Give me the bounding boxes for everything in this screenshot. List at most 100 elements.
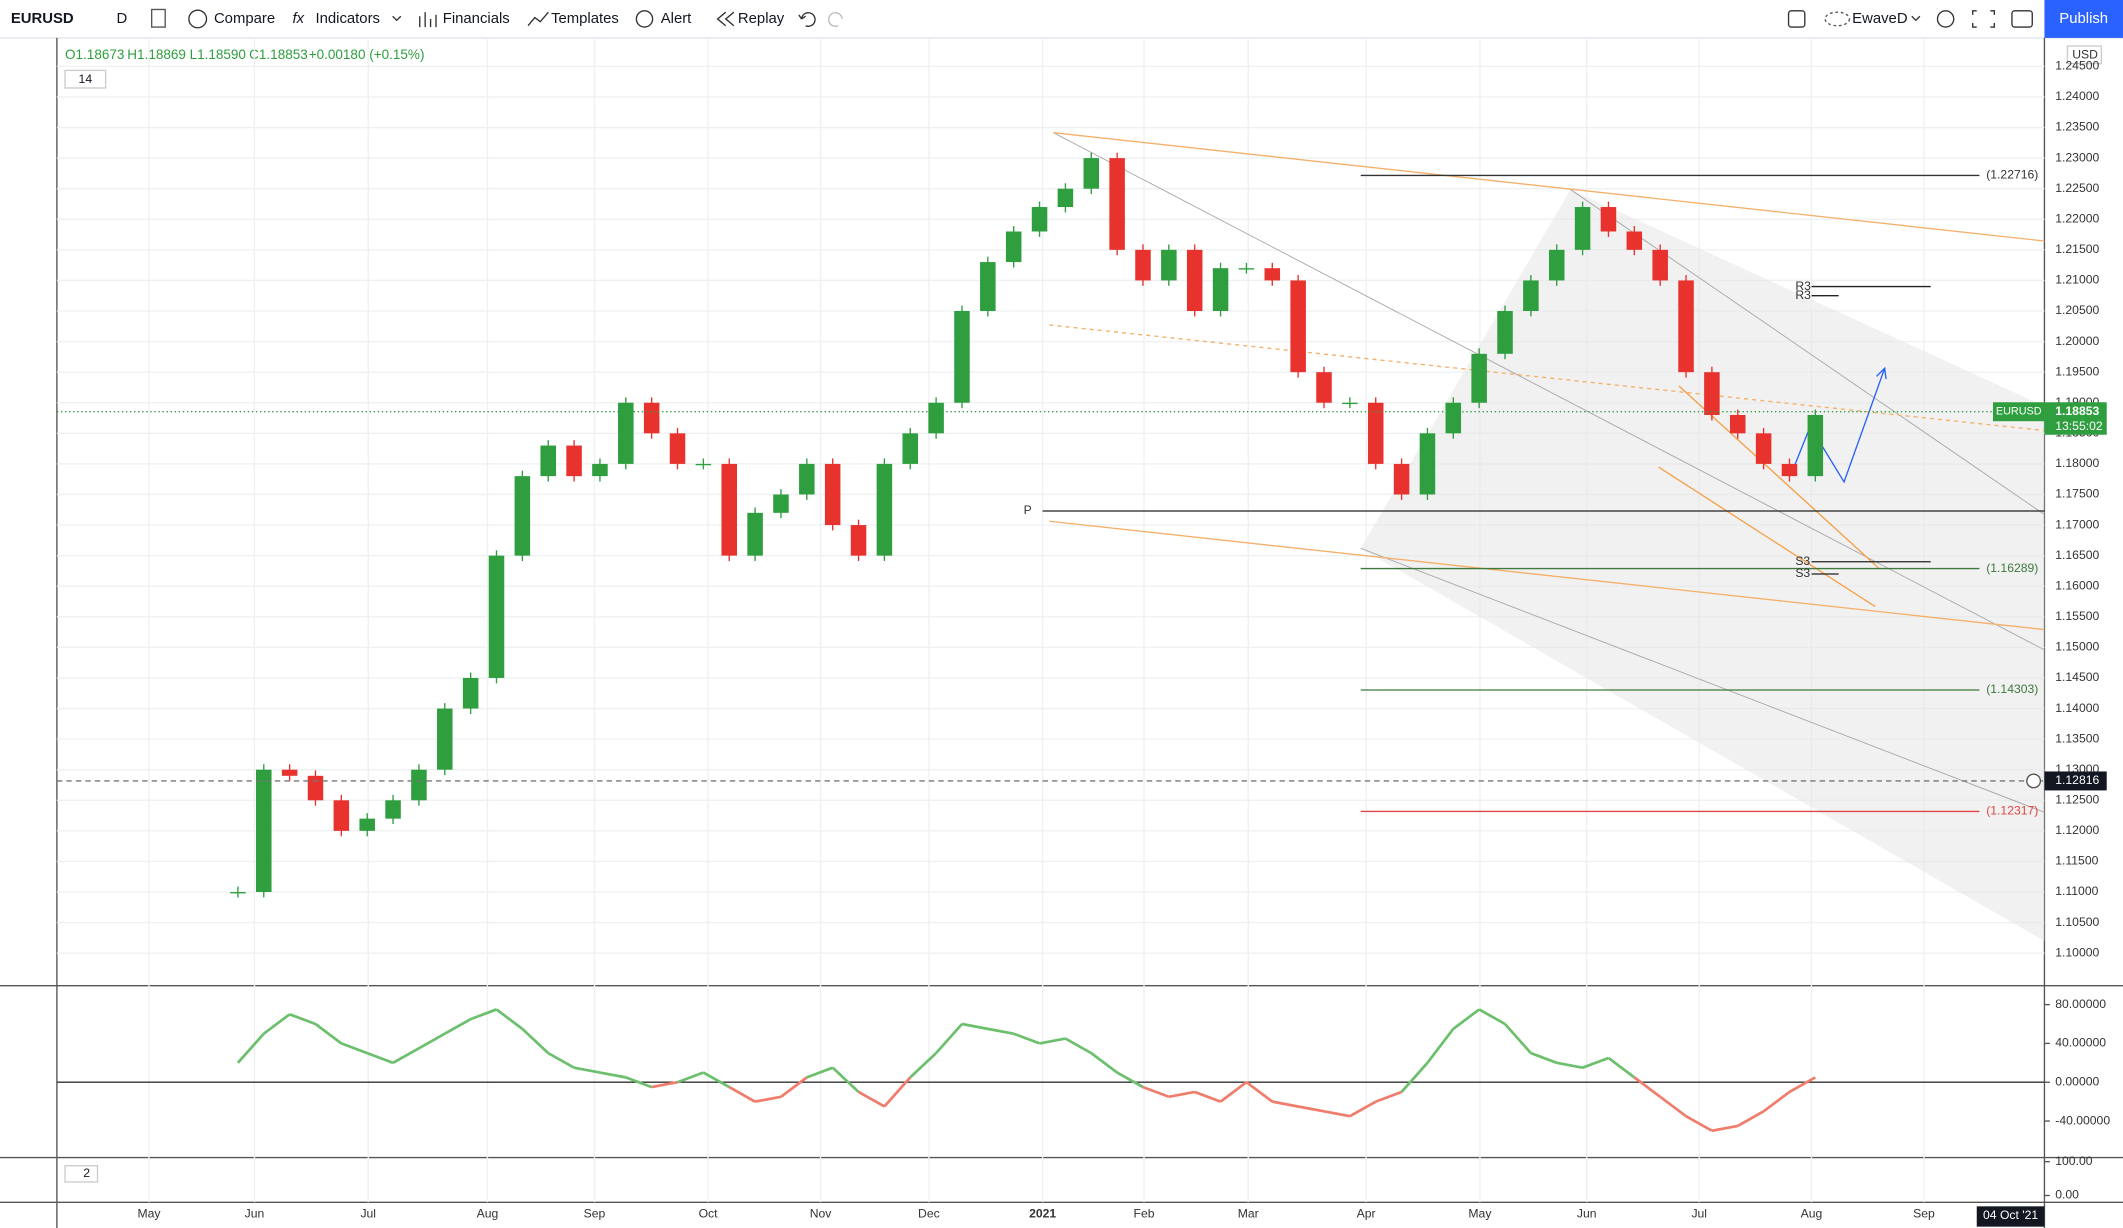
templates-icon[interactable] bbox=[527, 11, 549, 27]
crosshair-tag bbox=[2044, 771, 2107, 791]
candle-body bbox=[1290, 280, 1306, 373]
candle-body bbox=[850, 525, 867, 556]
cloud-icon[interactable] bbox=[1824, 11, 1851, 27]
templates-button[interactable]: Templates bbox=[551, 11, 619, 27]
oscillator-segment bbox=[1530, 1051, 1558, 1065]
y-tick-label: 1.14000 bbox=[2055, 701, 2099, 715]
projection-arrow bbox=[1876, 366, 1887, 380]
ohlc-open: O1.18673 bbox=[65, 47, 124, 62]
y-tick-label: 1.11000 bbox=[2055, 884, 2098, 898]
oscillator-segment bbox=[236, 1032, 265, 1064]
pitchfork-area bbox=[1360, 189, 2045, 941]
candle-body bbox=[1135, 249, 1151, 281]
candle-body bbox=[540, 445, 556, 477]
y-tick-label: 100.00 bbox=[2055, 1154, 2092, 1168]
last-price-tag bbox=[2044, 402, 2107, 435]
candle-body bbox=[230, 892, 246, 894]
financials-button[interactable]: Financials bbox=[443, 11, 510, 27]
undo-button[interactable] bbox=[798, 12, 816, 27]
candle-body bbox=[1807, 414, 1824, 477]
ohlc-high: H1.18869 bbox=[127, 47, 186, 62]
oscillator-segment bbox=[1116, 1071, 1144, 1089]
candle-body bbox=[1626, 231, 1643, 250]
y-tick-label: -40.00000 bbox=[2055, 1113, 2110, 1127]
candle-body bbox=[1186, 249, 1203, 312]
alert-button[interactable]: Alert bbox=[661, 11, 692, 27]
oscillator-segment bbox=[1142, 1085, 1170, 1099]
oscillator-segment bbox=[1426, 1028, 1455, 1064]
chart-style-icon[interactable] bbox=[150, 8, 166, 28]
candle-body bbox=[385, 800, 401, 819]
oscillator-segment bbox=[1633, 1076, 1661, 1098]
redo-button[interactable] bbox=[828, 12, 843, 27]
candle-body bbox=[618, 402, 634, 464]
compare-icon[interactable] bbox=[188, 9, 208, 29]
settings-button[interactable] bbox=[1936, 10, 1955, 28]
candle-body bbox=[747, 512, 763, 556]
y-tick-label: 1.10000 bbox=[2055, 945, 2099, 959]
snapshot-button[interactable] bbox=[2011, 10, 2033, 28]
oscillator-segment bbox=[677, 1071, 704, 1084]
oscillator-segment bbox=[366, 1051, 394, 1065]
indicators-icon[interactable]: fx bbox=[292, 11, 304, 27]
oscillator-segment bbox=[1711, 1124, 1738, 1133]
candle-body bbox=[1316, 372, 1332, 403]
indicator-length[interactable]: 14 bbox=[79, 72, 93, 86]
compare-button[interactable]: Compare bbox=[214, 11, 275, 27]
toolbar: EURUSD D Compare fx Indicators Financial… bbox=[0, 0, 2123, 39]
replay-button[interactable]: Replay bbox=[738, 11, 785, 27]
oscillator-segment bbox=[1194, 1090, 1222, 1103]
currency-badge[interactable] bbox=[2066, 45, 2102, 65]
y-tick-label: 1.12500 bbox=[2055, 792, 2099, 806]
cursor-date: 04 Oct '21 bbox=[1983, 1208, 2038, 1222]
user-layout[interactable]: EwaveD bbox=[1852, 11, 1908, 27]
candle-body bbox=[1264, 268, 1281, 281]
trend-line bbox=[1053, 132, 2045, 242]
publish-button[interactable]: Publish bbox=[2059, 11, 2108, 27]
candle-body bbox=[1523, 280, 1539, 312]
currency[interactable]: USD bbox=[2072, 48, 2098, 62]
oscillator-segment bbox=[1607, 1056, 1636, 1079]
oscillator-segment bbox=[1090, 1052, 1118, 1074]
oscillator-segment bbox=[857, 1090, 886, 1108]
candle-body bbox=[773, 494, 789, 513]
financials-icon[interactable] bbox=[419, 12, 437, 28]
x-tick-label: Jul bbox=[1691, 1207, 1707, 1221]
layout-button[interactable] bbox=[1787, 10, 1806, 28]
indicator-badge[interactable] bbox=[64, 1165, 99, 1183]
oscillator-segment bbox=[470, 1008, 497, 1021]
publish-button-bg[interactable] bbox=[2044, 0, 2123, 38]
indicator-badge[interactable] bbox=[64, 69, 107, 89]
interval[interactable]: D bbox=[116, 11, 127, 27]
indicators-button[interactable]: Indicators bbox=[315, 11, 380, 27]
fullscreen-button[interactable] bbox=[1972, 10, 1996, 28]
candle-body bbox=[1367, 402, 1384, 464]
indicator-length[interactable]: 2 bbox=[83, 1166, 90, 1180]
oscillator-segment bbox=[1737, 1110, 1765, 1128]
candle-body bbox=[643, 402, 660, 434]
candle-body bbox=[281, 769, 298, 776]
oscillator-segment bbox=[1400, 1061, 1429, 1093]
candle-body bbox=[1212, 268, 1229, 312]
x-tick-label: Oct bbox=[699, 1207, 719, 1221]
dropdown-icon[interactable] bbox=[392, 15, 402, 22]
symbol[interactable]: EURUSD bbox=[11, 11, 74, 27]
y-tick-label: 1.23000 bbox=[2055, 150, 2099, 164]
replay-icon[interactable] bbox=[716, 11, 735, 27]
oscillator-segment bbox=[1478, 1008, 1506, 1026]
y-tick-label: 1.17000 bbox=[2055, 517, 2099, 531]
oscillator-segment bbox=[935, 1023, 963, 1055]
candle-body bbox=[902, 433, 919, 464]
oscillator-segment bbox=[1013, 1032, 1041, 1045]
pivot-label: S3 bbox=[1795, 566, 1810, 580]
y-tick-label: 1.16500 bbox=[2055, 548, 2099, 562]
dropdown-icon[interactable] bbox=[1911, 15, 1921, 22]
oscillator-segment bbox=[961, 1022, 989, 1031]
alert-icon[interactable] bbox=[635, 10, 654, 28]
y-tick-label: 1.24000 bbox=[2055, 89, 2099, 103]
ohlc-close: C1.18853 bbox=[249, 47, 308, 62]
candle-body bbox=[256, 769, 272, 893]
candle-body bbox=[1342, 402, 1358, 405]
x-tick-label: Jul bbox=[360, 1207, 376, 1221]
